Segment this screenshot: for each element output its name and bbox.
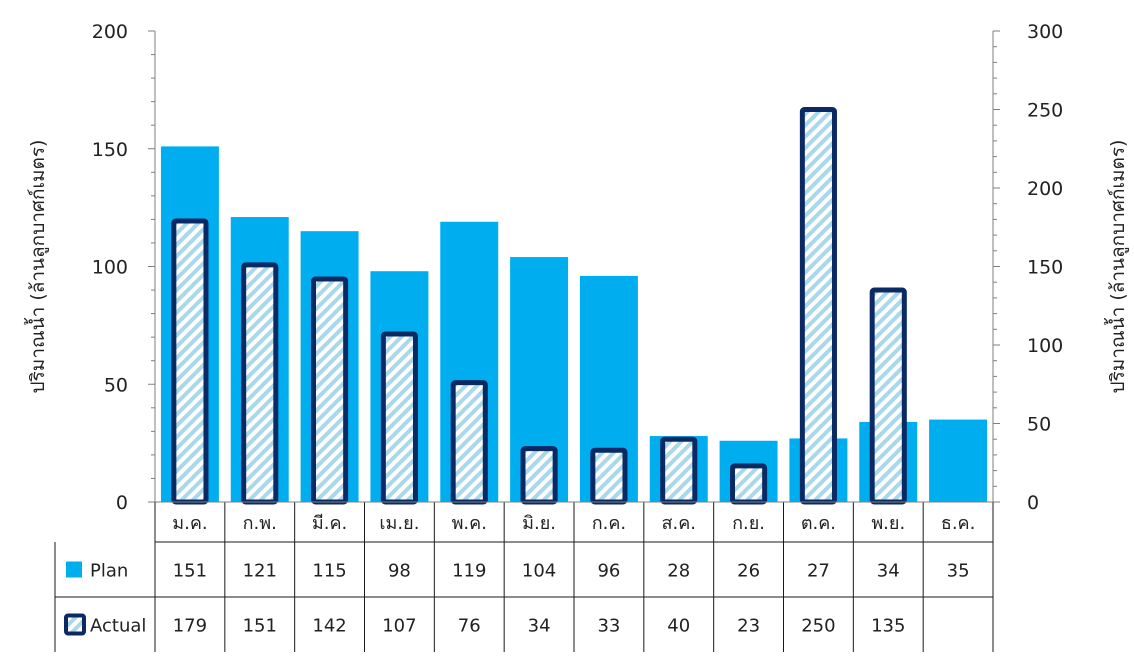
y-tick-label-right: 50 [1027,414,1051,436]
actual-bar [311,276,349,505]
table-cell: 34 [528,616,551,637]
category-label: เม.ย. [379,513,419,534]
y-tick-label-right: 100 [1027,335,1063,357]
table-cell: 40 [667,616,690,637]
y-tick-label-right: 200 [1027,178,1063,200]
table-cell: 151 [173,561,207,582]
category-label: มิ.ย. [522,513,556,534]
actual-bar [660,436,698,505]
y-tick-label-left: 200 [92,21,128,43]
plan-bar [929,419,988,502]
legend-swatch-actual [64,613,86,636]
table-cell: 34 [877,561,900,582]
table-cell: 76 [458,616,481,637]
y-tick-label-left: 100 [92,257,128,279]
table-cell: 107 [382,616,416,637]
table-cell: 35 [947,561,970,582]
actual-bar [590,447,628,505]
actual-bar [799,107,837,505]
category-label: ม.ค. [172,513,207,534]
y-axis-title-left: ปริมาณน้ำ (ล้านลูกบาศก์เมตร) [24,140,49,394]
table-cell: 135 [871,616,905,637]
data-table: ม.ค. ก.พ. มี.ค. เม.ย. พ.ค. มิ.ย. ก.ค. ส.ค. ก.ย. ต… [54,501,994,652]
category-label: ธ.ค. [941,513,975,534]
table-cell: 250 [801,616,835,637]
table-cell: 179 [173,616,207,637]
actual-bar [171,218,209,505]
category-label: พ.ค. [452,513,487,534]
table-cell: 104 [522,561,556,582]
actual-bar [730,463,768,505]
table-cell: 23 [737,616,760,637]
actual-bar [520,446,558,505]
table-cell: 151 [243,616,277,637]
table-cell: 28 [667,561,690,582]
actual-bars [171,107,907,505]
table-cell: 119 [452,561,486,582]
axes: 0 50 100 150 200 0 50 100 150 200 250 300 [92,21,1064,514]
y-tick-label-right: 300 [1027,21,1063,43]
y-axis-title-right: ปริมาณน้ำ (ล้านลูกบาศก์เมตร) [1104,140,1129,394]
y-tick-label-left: 0 [116,492,128,514]
y-tick-label-left: 50 [104,374,128,396]
category-label: ก.ย. [732,513,765,534]
table-cell: 96 [597,561,620,582]
y-tick-label-left: 150 [92,139,128,161]
y-tick-label-right: 150 [1027,257,1063,279]
table-cell: 33 [597,616,620,637]
y-tick-label-right: 0 [1027,492,1039,514]
y-axis-labels: ปริมาณน้ำ (ล้านลูกบาศก์เมตร) ปริมาณน้ำ (ล… [24,140,1129,394]
table-cell: 26 [737,561,760,582]
table-cell: 98 [388,561,411,582]
table-cell: 27 [807,561,830,582]
table-cell: 142 [312,616,346,637]
table-row-label: Plan [90,561,128,582]
legend-swatch-plan [66,561,82,578]
category-label: ก.ค. [592,513,626,534]
category-label: ก.พ. [243,513,277,534]
category-label: ต.ค. [801,513,836,534]
table-cell: 115 [312,561,346,582]
category-label: ส.ค. [662,513,696,534]
y-tick-label-right: 250 [1027,100,1063,122]
actual-bar [450,380,488,505]
plan-bars [160,146,988,503]
category-label: พ.ย. [871,513,905,534]
table-row-label: Actual [90,616,146,637]
actual-bar [241,262,279,505]
actual-bar [869,287,907,505]
actual-bar [380,331,418,505]
category-label: มี.ค. [312,513,347,534]
table-cell: 121 [243,561,277,582]
